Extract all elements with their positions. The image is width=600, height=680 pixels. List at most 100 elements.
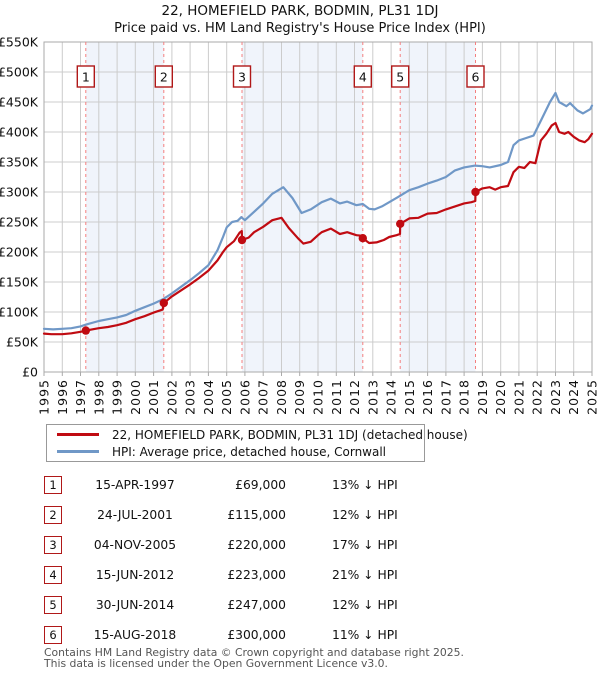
sale-row: 2 24-JUL-2001 £115,000 12% ↓ HPI [44,500,464,530]
sale-price: £300,000 [227,628,286,642]
x-tick-label: 2023 [548,379,563,415]
page-subtitle: Price paid vs. HM Land Registry's House … [114,21,486,36]
sale-date: 24-JUL-2001 [97,508,173,522]
sale-marker-box [154,65,174,88]
sale-row: 4 15-JUN-2012 £223,000 21% ↓ HPI [44,560,464,590]
x-tick-label: 2001 [146,379,161,415]
sale-marker-number: 4 [359,70,367,85]
page-title: 22, HOMEFIELD PARK, BODMIN, PL31 1DJ [161,3,439,19]
sale-point [396,219,405,228]
x-tick-label: 2017 [438,379,453,415]
sale-marker-number: 6 [472,70,480,85]
hpi-line-swatch [57,450,99,453]
sale-number-badge: 4 [44,566,62,584]
sale-marker-number: 2 [160,70,168,85]
sale-point [81,326,91,335]
sale-price: £247,000 [227,598,286,612]
property-line [42,121,594,336]
y-tick-label: £200K [0,245,39,260]
sale-row: 3 04-NOV-2005 £220,000 17% ↓ HPI [44,530,464,560]
y-tick-label: £500K [0,65,39,80]
sale-point [159,298,168,308]
sale-vs-hpi: 13% ↓ HPI [332,478,398,492]
property-line-swatch [57,433,99,436]
sale-row: 6 15-AUG-2018 £300,000 11% ↓ HPI [44,620,464,650]
sales-table: 1 15-APR-1997 £69,000 13% ↓ HPI 2 24-JUL… [44,470,464,650]
sale-marker-box [232,65,252,88]
x-tick-label: 2015 [402,379,417,415]
sale-number-badge: 1 [44,476,62,494]
x-tick-label: 2025 [585,379,600,415]
y-tick-label: £250K [0,215,39,230]
x-tick-label: 2013 [365,379,380,415]
x-tick-label: 2002 [164,379,179,415]
sale-price: £69,000 [235,478,286,492]
x-tick-label: 2000 [128,379,143,415]
sale-marker-box [353,65,372,88]
x-tick-label: 1998 [91,379,106,415]
y-tick-label: £350K [0,155,39,170]
sale-vs-hpi: 11% ↓ HPI [332,628,398,642]
price-history-chart: 1 2 3 4 5 6 £0 £50K £100K £150K £200K £250K £300K £35… [0,35,600,415]
plot-border [43,41,593,373]
sale-number-badge: 5 [44,596,62,614]
sale-number-badge: 6 [44,626,62,644]
x-tick-label: 2019 [475,379,490,415]
x-tick-label: 2024 [566,379,581,415]
x-tick-label: 2003 [183,379,198,415]
x-tick-label: 2018 [457,379,472,415]
sale-marker-number: 1 [82,70,90,85]
x-tick-label: 2021 [511,379,526,415]
sale-row: 5 30-JUN-2014 £247,000 12% ↓ HPI [44,590,464,620]
sale-date: 30-JUN-2014 [95,598,175,612]
license-line-1: Contains HM Land Registry data © Crown c… [44,646,464,659]
legend-label-property: 22, HOMEFIELD PARK, BODMIN, PL31 1DJ (de… [112,427,468,442]
sale-point [237,235,247,245]
sale-vs-hpi: 12% ↓ HPI [332,598,398,612]
y-tick-label: £300K [0,185,39,200]
sale-number-badge: 2 [44,506,62,524]
x-tick-label: 2011 [329,379,344,415]
sale-date: 15-APR-1997 [95,478,175,492]
legend-item-hpi: HPI: Average price, detached house, Corn… [47,444,424,459]
x-tick-label: 2016 [420,379,435,415]
sale-marker-box [76,65,96,88]
sale-row: 1 15-APR-1997 £69,000 13% ↓ HPI [44,470,464,500]
x-tick-label: 2012 [347,379,362,415]
sale-date: 04-NOV-2005 [93,538,177,552]
sale-point [471,187,480,197]
sale-marker-number: 3 [238,70,246,85]
hpi-line [42,91,594,331]
x-tick-label: 2014 [384,379,399,415]
sale-point [358,234,367,243]
sale-date: 15-AUG-2018 [93,628,177,642]
y-tick-label: £0 [22,365,38,380]
x-tick-label: 1996 [55,379,70,415]
x-tick-label: 2020 [493,379,508,415]
y-tick-label: £50K [6,335,39,350]
sale-vs-hpi: 17% ↓ HPI [332,538,398,552]
y-tick-label: £450K [0,95,39,110]
x-tick-label: 2007 [256,379,271,415]
x-tick-label: 1999 [110,379,125,415]
ownership-band [242,42,363,372]
sale-date: 15-JUN-2012 [95,568,175,582]
x-tick-label: 2004 [201,379,216,415]
sale-marker-box [466,65,485,88]
x-tick-label: 2005 [219,379,234,415]
y-tick-label: £100K [0,305,39,320]
x-tick-label: 2008 [274,379,289,415]
sale-price: £223,000 [227,568,286,582]
chart-legend: 22, HOMEFIELD PARK, BODMIN, PL31 1DJ (de… [46,424,468,462]
sale-vs-hpi: 12% ↓ HPI [332,508,398,522]
x-tick-label: 2009 [292,379,307,415]
x-tick-label: 2010 [311,379,326,415]
x-tick-label: 2006 [237,379,252,415]
x-tick-label: 1995 [37,379,52,415]
legend-item-property: 22, HOMEFIELD PARK, BODMIN, PL31 1DJ (de… [47,427,468,442]
sale-vs-hpi: 21% ↓ HPI [332,568,398,582]
sale-price: £220,000 [227,538,286,552]
x-tick-label: 2022 [530,379,545,415]
license-line-2: This data is licensed under the Open Gov… [44,657,388,670]
